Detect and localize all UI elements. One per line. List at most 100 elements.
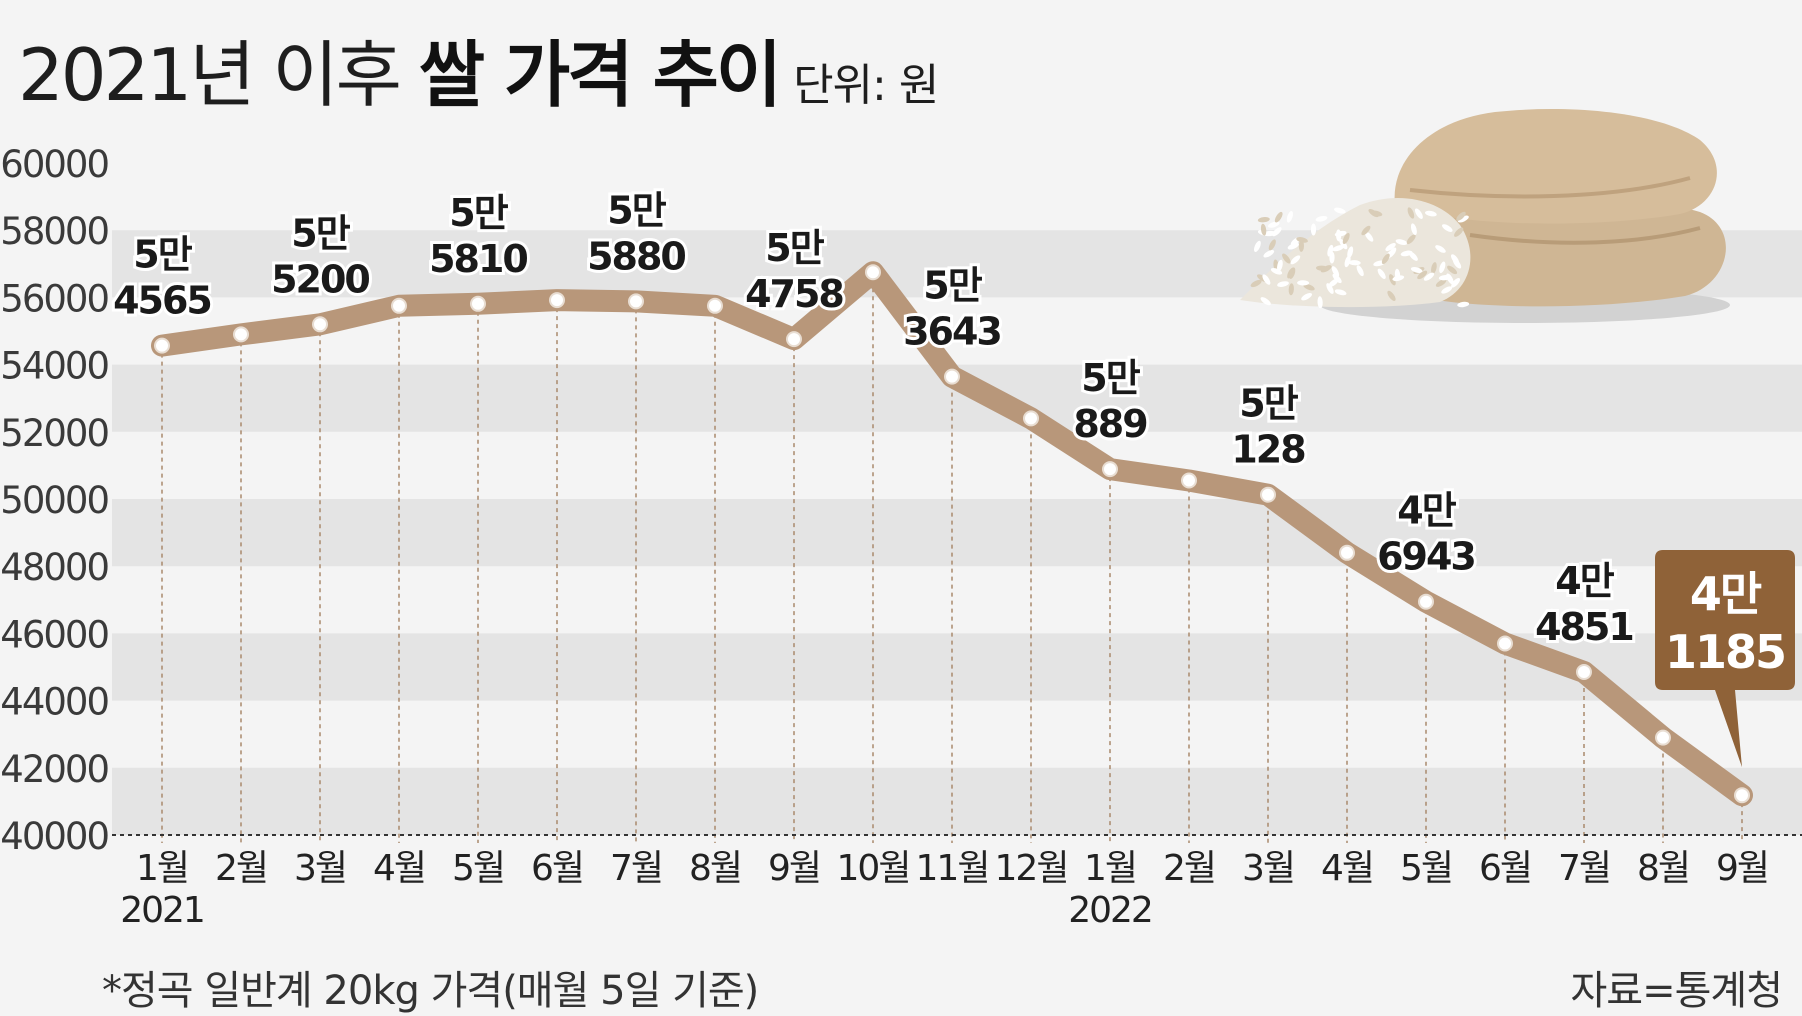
callout-label: 4만 (1690, 567, 1762, 621)
rice-grain (1303, 283, 1315, 291)
callout-box (1655, 550, 1795, 768)
year-label: 2021 (120, 890, 204, 931)
rice-grain (1439, 261, 1446, 274)
rice-grain (1301, 293, 1312, 301)
data-point (1102, 461, 1118, 478)
rice-grain (1417, 270, 1428, 280)
data-point (312, 316, 328, 333)
rice-grain (1327, 244, 1334, 257)
unit-label: 단위: 원 (793, 60, 939, 111)
data-point (865, 264, 881, 281)
data-point (1576, 664, 1592, 680)
rice-grain (1406, 234, 1416, 245)
x-tick-label: 8월 (1637, 848, 1689, 889)
rice-grain (1257, 217, 1270, 223)
rice-grain (1441, 286, 1453, 294)
rice-grain (1260, 297, 1271, 306)
x-tick-label: 5월 (1400, 848, 1452, 889)
rice-grain (1334, 289, 1347, 296)
data-label: 128 (1231, 428, 1305, 472)
y-tick-label: 44000 (0, 681, 108, 724)
y-tick-label: 40000 (0, 815, 108, 858)
x-tick-label: 5월 (452, 848, 504, 889)
data-point (1339, 544, 1355, 561)
data-point (786, 331, 802, 348)
x-tick-label: 7월 (610, 848, 662, 889)
data-label: 5200 (271, 257, 369, 301)
rice-grain (1250, 279, 1262, 288)
rice-grain (1389, 274, 1396, 286)
data-point (707, 297, 723, 314)
data-label: 4만 (1555, 559, 1614, 603)
x-tick-label: 3월 (1242, 848, 1294, 889)
rice-grain (1395, 239, 1408, 246)
x-tick-label: 6월 (1479, 848, 1531, 889)
rice-grain (1410, 267, 1423, 273)
data-point (1734, 787, 1750, 804)
data-label: 3643 (903, 310, 1001, 354)
rice-grain (1315, 215, 1328, 222)
rice-grain (1452, 258, 1462, 269)
data-point (944, 368, 960, 385)
data-label: 4851 (1535, 605, 1633, 649)
data-label: 4565 (113, 279, 211, 323)
rice-grain (1326, 283, 1334, 294)
rice-grain (1260, 223, 1267, 236)
data-point (1181, 472, 1197, 489)
x-tick-label: 11월 (916, 848, 989, 889)
y-tick-label: 60000 (0, 143, 108, 186)
rice-grain (1331, 266, 1340, 277)
callout-label: 1185 (1665, 625, 1785, 679)
x-tick-label: 2월 (1163, 848, 1215, 889)
rice-grain (1287, 242, 1299, 250)
rice-grain (1431, 262, 1437, 274)
x-tick-label: 2월 (215, 848, 267, 889)
rice-grain (1270, 268, 1283, 275)
x-tick-label: 12월 (995, 848, 1068, 889)
grid-bands (112, 230, 1802, 835)
data-label: 5만 (291, 211, 350, 255)
rice-grain (1400, 250, 1413, 257)
y-tick-label: 58000 (0, 210, 108, 253)
rice-grain (1394, 268, 1401, 281)
x-tick-label: 4월 (1321, 848, 1373, 889)
y-tick-label: 48000 (0, 546, 108, 589)
rice-grain (1407, 207, 1415, 219)
data-label: 5만 (449, 191, 508, 235)
x-tick-label: 9월 (1716, 848, 1768, 889)
data-label: 889 (1073, 402, 1147, 446)
data-label: 5만 (923, 264, 982, 308)
rice-grain (1253, 240, 1261, 252)
price-series (151, 261, 1753, 807)
data-label: 5만 (765, 226, 824, 270)
rice-grain (1344, 255, 1351, 268)
rice-grain (1342, 232, 1350, 245)
data-label: 5880 (587, 234, 685, 278)
rice-grain (1457, 215, 1469, 223)
rice-grain (1414, 208, 1423, 219)
rice-grain (1268, 239, 1276, 251)
rice-grain (1263, 249, 1275, 258)
x-tick-label: 4월 (373, 848, 425, 889)
rice-grain (1454, 227, 1464, 237)
data-label: 5만 (133, 233, 192, 277)
data-point (391, 297, 407, 314)
rice-grain (1296, 237, 1308, 243)
x-tick-label: 7월 (1558, 848, 1610, 889)
rice-grain (1286, 211, 1293, 223)
rice-grain (1317, 296, 1323, 309)
data-point (1418, 593, 1434, 610)
y-tick-label: 52000 (0, 412, 108, 455)
y-tick-label: 54000 (0, 345, 108, 388)
rice-grain (1332, 245, 1344, 252)
rice-grain (1356, 265, 1364, 277)
rice-grain (1364, 231, 1374, 242)
rice-grain (1451, 278, 1461, 288)
rice-grain (1348, 260, 1361, 266)
rice-grain (1288, 283, 1294, 296)
sack-seam (1469, 226, 1701, 245)
rice-grain (1277, 259, 1283, 272)
data-label: 6943 (1377, 535, 1475, 579)
rice-grain (1298, 239, 1305, 252)
rice-grain (1368, 209, 1379, 218)
